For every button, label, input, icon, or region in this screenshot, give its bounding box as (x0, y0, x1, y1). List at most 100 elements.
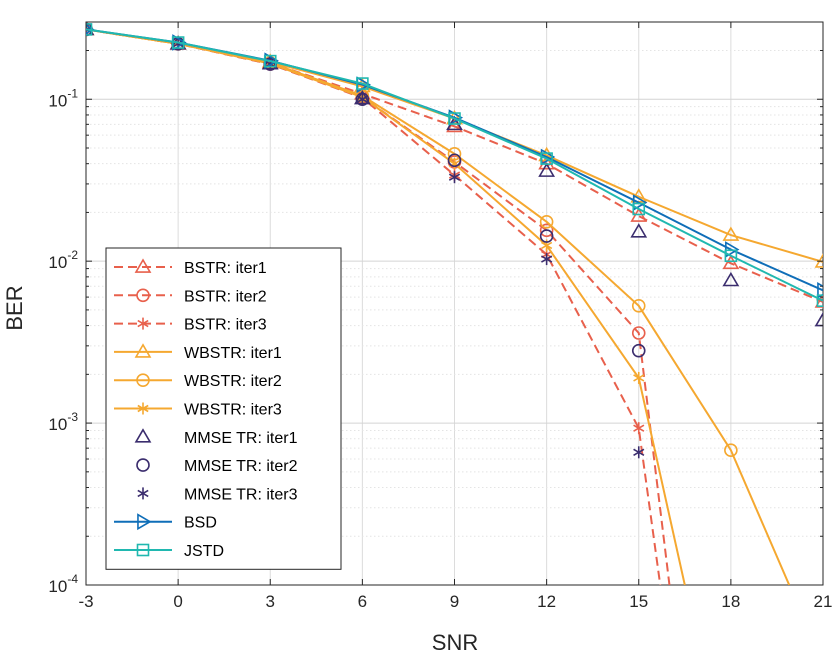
data-point (816, 294, 823, 307)
data-point (631, 343, 646, 358)
data-point (539, 215, 554, 229)
legend-entry: MMSE TR: iter3 (137, 486, 298, 503)
y-tick-exponent: -3 (67, 410, 78, 424)
legend-label: BSTR: iter3 (184, 317, 267, 334)
legend-entry: BSD (114, 513, 217, 532)
y-tick-exponent: -2 (67, 248, 78, 262)
data-point (630, 223, 648, 238)
x-tick-label: 9 (450, 592, 459, 611)
y-tick-base: 10 (48, 91, 67, 110)
legend: BSTR: iter1 BSTR: iter2 BSTR: iter3 WBSTR: … (105, 247, 342, 570)
legend-marker (136, 543, 150, 557)
y-tick-exponent: -1 (67, 86, 78, 100)
data-point (724, 249, 738, 263)
y-tick-base: 10 (48, 415, 67, 434)
data-point (724, 443, 738, 458)
legend-entry: MMSE TR: iter2 (136, 458, 298, 475)
legend-marker (137, 487, 149, 500)
data-point (539, 229, 554, 243)
data-point (356, 77, 369, 90)
legend-entry: MMSE TR: iter1 (134, 428, 298, 447)
x-tick-label: 6 (358, 592, 367, 611)
series-line (86, 28, 686, 585)
y-tick-label: 10-3 (48, 410, 78, 434)
y-tick-label: 10-4 (48, 572, 78, 596)
data-point (632, 202, 646, 216)
legend-label: MMSE TR: iter2 (184, 458, 298, 475)
data-point (632, 194, 648, 211)
legend-marker (137, 402, 149, 415)
data-point (633, 446, 645, 459)
y-tick-base: 10 (48, 577, 67, 596)
data-point (86, 23, 93, 36)
legend-label: WBSTR: iter3 (184, 402, 282, 419)
x-tick-label: 18 (721, 592, 740, 611)
data-point (447, 153, 462, 168)
y-tick-base: 10 (48, 253, 67, 272)
data-point (633, 422, 645, 435)
legend-entry: WBSTR: iter2 (114, 373, 282, 390)
data-point (538, 162, 556, 177)
x-tick-label: -3 (78, 592, 93, 611)
legend-marker (137, 513, 152, 531)
data-point (86, 22, 95, 36)
x-tick-label: 21 (814, 592, 833, 611)
legend-marker (134, 258, 152, 273)
x-tick-label: 12 (537, 592, 556, 611)
y-axis-label: BER (2, 285, 27, 330)
series-line (86, 28, 662, 585)
legend-entry: WBSTR: iter1 (114, 343, 282, 362)
legend-marker (134, 343, 152, 358)
legend-label: MMSE TR: iter3 (184, 486, 298, 503)
data-point (263, 54, 277, 68)
legend-marker (136, 288, 150, 303)
y-tick-label: 10-1 (48, 86, 78, 110)
x-tick-label: 0 (173, 592, 182, 611)
data-point (86, 24, 95, 35)
legend-label: WBSTR: iter1 (184, 345, 282, 362)
data-point (722, 271, 740, 287)
legend-label: JSTD (184, 543, 224, 560)
series-group (86, 22, 823, 585)
series-line (86, 28, 823, 302)
y-tick-label: 10-2 (48, 248, 78, 272)
data-point (356, 93, 368, 106)
data-point (541, 253, 553, 266)
series-line (86, 28, 823, 303)
data-point (814, 293, 823, 308)
legend-label: MMSE TR: iter1 (184, 430, 298, 447)
data-point (171, 36, 185, 49)
data-point (722, 226, 740, 241)
data-point (814, 311, 823, 327)
legend-label: WBSTR: iter2 (184, 373, 282, 390)
data-point (817, 281, 823, 299)
legend-label: BSTR: iter2 (184, 288, 267, 305)
legend-entry: BSTR: iter1 (114, 258, 267, 277)
data-point (448, 112, 461, 125)
data-point (631, 326, 646, 340)
legend-entry: WBSTR: iter3 (114, 402, 282, 419)
legend-marker (137, 317, 149, 330)
series-jstd (86, 23, 823, 307)
legend-entry: BSTR: iter2 (114, 288, 267, 305)
data-point (539, 223, 554, 238)
legend-marker (136, 373, 150, 388)
legend-label: BSD (184, 515, 217, 532)
x-axis-label: SNR (432, 630, 478, 655)
data-point (448, 171, 461, 184)
data-point (540, 152, 553, 165)
x-tick-label: 3 (266, 592, 275, 611)
data-point (722, 254, 740, 270)
data-point (631, 299, 646, 313)
data-point (633, 371, 645, 384)
legend-label: BSTR: iter1 (184, 260, 267, 277)
x-tick-label: 15 (629, 592, 648, 611)
legend-marker (136, 458, 150, 472)
y-tick-exponent: -4 (67, 572, 78, 586)
legend-entry: BSTR: iter3 (114, 317, 267, 334)
legend-marker (134, 428, 152, 443)
legend-entry: JSTD (114, 543, 224, 560)
data-point (446, 117, 463, 133)
